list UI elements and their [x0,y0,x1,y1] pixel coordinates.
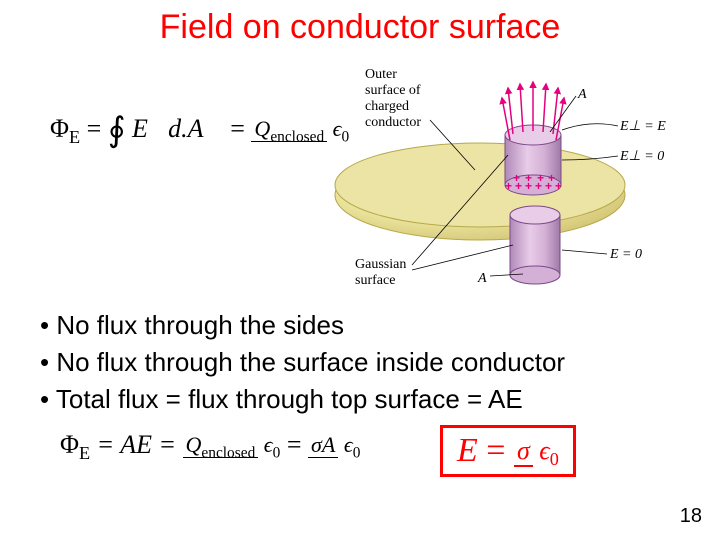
boxed-frac: σ ϵ0 [514,438,559,468]
svg-text:+: + [525,171,532,185]
result-boxed: E = σ ϵ0 [440,425,576,477]
boxed-lhs: E = [457,432,514,469]
svg-text:Gaussian: Gaussian [355,257,406,272]
integral-sym: ∮ [108,112,126,149]
eq-sign-2: = [230,114,245,143]
phi-symbol-2: Φ [60,430,79,459]
frac-sigmaA: σA ϵ0 [308,433,360,462]
phi-sub-2: E [79,443,90,463]
page-title: Field on conductor surface [0,0,720,47]
conductor-disc-top [335,143,625,227]
eq2-t1: = AE = [97,430,176,459]
frac-q: Qenclosed ϵ0 [183,433,281,462]
gauss-law-equation: ΦE = ∮ E⃗d.A⃗ = Qenclosed ϵ0 [50,110,349,150]
eq-sign-1: = [87,114,102,143]
svg-text:+: + [513,171,520,185]
bullet-list: No flux through the sides No flux throug… [40,308,565,419]
svg-text:+: + [548,171,555,185]
svg-text:surface: surface [355,273,395,288]
page-number: 18 [680,505,702,528]
phi-symbol: Φ [50,114,69,143]
svg-text:+: + [537,171,544,185]
bullet-3: Total flux = flux through top surface = … [40,382,565,417]
gaussian-cylinder-bottom [510,206,560,284]
svg-text:Outer: Outer [365,67,397,82]
svg-text:surface of: surface of [365,83,421,98]
integrand: E⃗d.A⃗ [132,114,224,143]
svg-text:charged: charged [365,99,409,114]
svg-text:conductor: conductor [365,115,421,130]
svg-text:E⊥ = E: E⊥ = E [619,119,666,134]
svg-text:E = 0: E = 0 [609,247,642,262]
svg-text:A: A [577,87,587,102]
svg-text:E⊥ = 0: E⊥ = 0 [619,149,664,164]
phi-sub: E [69,127,80,147]
svg-text:+: + [555,179,562,193]
bullet-1: No flux through the sides [40,308,565,343]
bullet-2: No flux through the surface inside condu… [40,345,565,380]
svg-text:A: A [477,271,487,286]
svg-text:+: + [505,179,512,193]
conductor-diagram: +++ +++ ++++ Outer surface of charged co… [330,60,695,310]
flux-equation: ΦE = AE = Qenclosed ϵ0 = σA ϵ0 [60,430,360,464]
eq2-t2: = [287,430,302,459]
